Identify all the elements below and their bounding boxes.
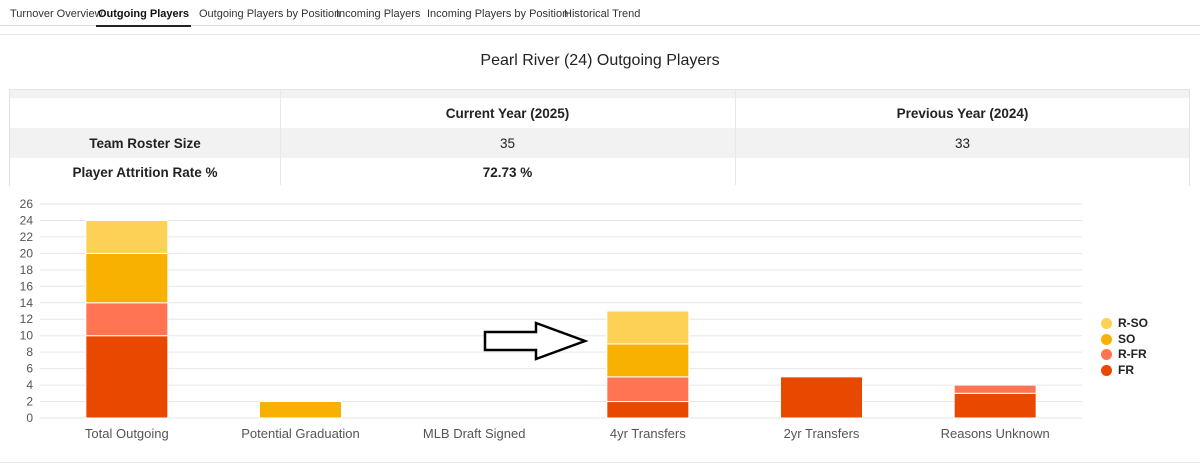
y-tick-label: 26 [20, 197, 34, 211]
bar-segment-r-fr [85, 302, 169, 337]
x-tick-label: 4yr Transfers [610, 426, 686, 441]
bar-segment-so [85, 252, 169, 304]
tab-outgoing-players-by-position[interactable]: Outgoing Players by Position [199, 8, 341, 20]
y-tick-label: 20 [20, 246, 34, 260]
bar-segment-r-fr [953, 384, 1037, 394]
tab-outgoing-players[interactable]: Outgoing Players [96, 0, 191, 27]
legend-label: R-SO [1118, 316, 1148, 330]
bar-segment-r-so [85, 219, 169, 254]
legend-label: FR [1118, 362, 1134, 377]
legend-swatch-r-so [1101, 318, 1112, 329]
tab-turnover-overview[interactable]: Turnover Overview [10, 8, 103, 20]
stats-table: Current Year (2025) Previous Year (2024)… [9, 89, 1190, 186]
y-tick-label: 2 [26, 395, 33, 409]
stats-header-row: Current Year (2025) Previous Year (2024) [10, 98, 1189, 128]
stats-column-divider [735, 90, 736, 185]
stats-row-current-value: 35 [499, 135, 516, 151]
x-tick-label: Total Outgoing [85, 426, 169, 441]
legend-item-r-so[interactable]: R-SO [1100, 316, 1148, 332]
legend-swatch-fr [1101, 364, 1112, 376]
bar-segment-r-fr [606, 376, 690, 403]
y-tick-label: 8 [26, 345, 33, 359]
stats-table-top-band [10, 90, 1189, 98]
stats-row-previous-value: 33 [954, 135, 971, 151]
bar-segment-fr [85, 335, 169, 419]
legend-swatch-r-fr [1101, 349, 1112, 360]
chart-legend: R-SO SO R-FR FR [1100, 316, 1148, 378]
bar-segment-fr [606, 401, 690, 419]
stats-header-previous: Previous Year (2024) [896, 105, 1029, 121]
x-tick-label: Reasons Unknown [941, 426, 1050, 441]
stats-header-blank [10, 98, 280, 128]
panel-bottom-border [0, 462, 1200, 463]
stats-row-attrition-rate: Player Attrition Rate % 72.73 % [10, 158, 1189, 186]
y-tick-label: 22 [20, 230, 34, 244]
legend-label: R-FR [1118, 347, 1147, 361]
tab-historical-trend[interactable]: Historical Trend [564, 8, 641, 20]
legend-swatch-so [1101, 333, 1112, 345]
stats-row-previous-value [735, 158, 1190, 186]
stats-column-divider [280, 90, 281, 185]
report-panel [0, 34, 1200, 464]
x-tick-label: 2yr Transfers [784, 426, 860, 441]
legend-item-so[interactable]: SO [1100, 332, 1148, 348]
y-tick-label: 18 [20, 263, 34, 277]
tab-incoming-players-by-position[interactable]: Incoming Players by Position [427, 8, 569, 20]
x-tick-label: Potential Graduation [241, 426, 360, 441]
y-tick-label: 14 [20, 296, 34, 310]
annotation-arrow [483, 321, 589, 361]
stats-row-label: Player Attrition Rate % [72, 164, 218, 180]
y-tick-label: 24 [20, 213, 34, 227]
bar-segment-so [259, 401, 342, 419]
tab-bar: Turnover Overview Outgoing Players Outgo… [0, 0, 1200, 27]
y-tick-label: 0 [26, 411, 33, 425]
y-tick-label: 10 [20, 329, 34, 343]
y-tick-label: 4 [26, 378, 33, 392]
bar-segment-fr [953, 392, 1037, 419]
stats-header-current: Current Year (2025) [445, 105, 570, 121]
legend-item-fr[interactable]: FR [1100, 363, 1148, 379]
legend-item-r-fr[interactable]: R-FR [1100, 347, 1148, 363]
x-tick-label: MLB Draft Signed [423, 426, 526, 441]
report-title: Pearl River (24) Outgoing Players [480, 52, 720, 69]
y-tick-label: 12 [20, 312, 34, 326]
legend-label: SO [1118, 331, 1136, 346]
bar-segment-so [606, 343, 690, 378]
bar-segment-r-so [606, 310, 690, 345]
stats-row-label: Team Roster Size [89, 135, 201, 151]
y-tick-label: 6 [26, 362, 33, 376]
bar-segment-fr [780, 376, 863, 419]
tab-incoming-players[interactable]: Incoming Players [336, 8, 421, 20]
stats-row-roster-size: Team Roster Size 35 33 [10, 128, 1189, 158]
stats-row-current-value: 72.73 % [482, 164, 533, 180]
y-tick-label: 16 [20, 279, 34, 293]
